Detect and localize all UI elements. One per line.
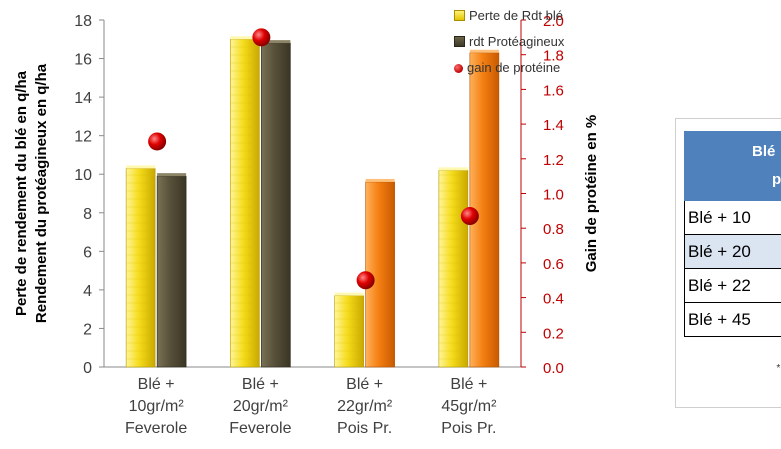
y-tick-label: 14 <box>74 90 92 107</box>
y2-tick-label: 0.8 <box>543 221 564 238</box>
legend-label-gain: gain de protéine <box>467 60 561 75</box>
bar-rdt-proteagineux <box>261 42 291 368</box>
y2-tick-label: 1.2 <box>543 152 564 169</box>
bar-rdt-proteagineux-top <box>261 40 291 44</box>
legend-item-rdt: rdt Protéagineux <box>454 34 564 50</box>
bar-rdt-proteagineux <box>156 175 187 368</box>
gain-proteine-point <box>356 271 375 290</box>
legend-label-perte: Perte de Rdt blé <box>469 8 563 23</box>
bar-perte-rdt-ble <box>438 170 469 368</box>
y-tick-label: 10 <box>74 167 92 184</box>
y-tick-label: 18 <box>74 13 92 30</box>
side-table-header-line-2: pr <box>772 171 781 188</box>
bar-perte-rdt-ble <box>334 295 364 368</box>
legend-label-rdt: rdt Protéagineux <box>469 34 565 49</box>
y2-tick-label: 0.4 <box>543 291 564 308</box>
x-tick-label: Blé + <box>138 376 175 393</box>
y2-axis-title: Gain de protéine en % <box>583 115 600 273</box>
x-tick-label: 20gr/m² <box>233 398 289 415</box>
bar-rdt-proteagineux-top <box>157 173 187 177</box>
x-tick-label: Pois Pr. <box>441 420 496 437</box>
y-tick-label: 0 <box>83 360 92 377</box>
side-table-row: Blé + 22 <box>684 269 781 303</box>
y2-tick-label: 1.8 <box>543 48 564 65</box>
x-tick-label: 22gr/m² <box>337 398 393 415</box>
y-tick-label: 16 <box>74 52 92 69</box>
x-tick-label: Pois Pr. <box>337 420 392 437</box>
legend-item-perte: Perte de Rdt blé <box>454 8 563 24</box>
gain-proteine-point <box>148 132 167 151</box>
gain-proteine-point <box>460 207 479 226</box>
side-table-row: Blé + 20 <box>684 235 781 269</box>
x-tick-label: 45gr/m² <box>441 398 497 415</box>
legend-swatch-dot <box>454 64 463 73</box>
y-tick-label: 12 <box>74 129 92 146</box>
y2-tick-label: 1.0 <box>543 187 564 204</box>
bar-perte-rdt-ble <box>230 38 260 368</box>
x-tick-label: Blé + <box>346 376 383 393</box>
y-tick-label: 4 <box>83 283 92 300</box>
x-tick-label: Feverole <box>229 420 291 437</box>
side-table-note: * y <box>776 363 781 374</box>
y2-tick-label: 1.6 <box>543 82 564 99</box>
x-tick-label: Blé + <box>450 376 487 393</box>
bar-rdt-proteagineux-top <box>469 49 499 53</box>
y2-tick-label: 0.2 <box>543 325 564 342</box>
bar-perte-rdt-ble-top <box>438 167 468 171</box>
y2-tick-label: 0.6 <box>543 256 564 273</box>
side-table-header-line-1: Blé <box>752 143 776 160</box>
side-table: Blé pr Blé + 10 Blé + 20 Blé + 22 Blé + … <box>675 118 781 408</box>
y2-tick-label: 0.0 <box>543 360 564 377</box>
bar-perte-rdt-ble-top <box>126 165 156 169</box>
y2-tick-label: 2.0 <box>543 13 564 30</box>
legend-swatch-dark <box>454 36 465 47</box>
side-table-row: Blé + 45 <box>684 303 781 337</box>
bar-perte-rdt-ble <box>125 168 156 368</box>
x-tick-label: Blé + <box>242 376 279 393</box>
gain-proteine-point <box>252 28 271 47</box>
y-tick-label: 8 <box>83 206 92 223</box>
y-axis-title-line-2: Rendement du protéagineux en q/ha <box>33 63 50 323</box>
side-table-row: Blé + 10 <box>684 201 781 235</box>
x-tick-label: Feverole <box>125 420 187 437</box>
y-tick-label: 6 <box>83 244 92 261</box>
legend-item-gain: gain de protéine <box>454 60 560 76</box>
bar-perte-rdt-ble-top <box>230 36 260 40</box>
side-table-header: Blé pr <box>684 131 781 201</box>
y-tick-label: 2 <box>83 321 92 338</box>
bar-rdt-proteagineux-top <box>365 178 395 182</box>
legend-swatch-yellow <box>454 10 465 21</box>
bar-perte-rdt-ble-top <box>334 292 364 296</box>
x-tick-label: 10gr/m² <box>129 398 185 415</box>
y-axis-title-line-1: Perte de rendement du blé en q/ha <box>13 70 30 316</box>
y2-tick-label: 1.4 <box>543 117 564 134</box>
